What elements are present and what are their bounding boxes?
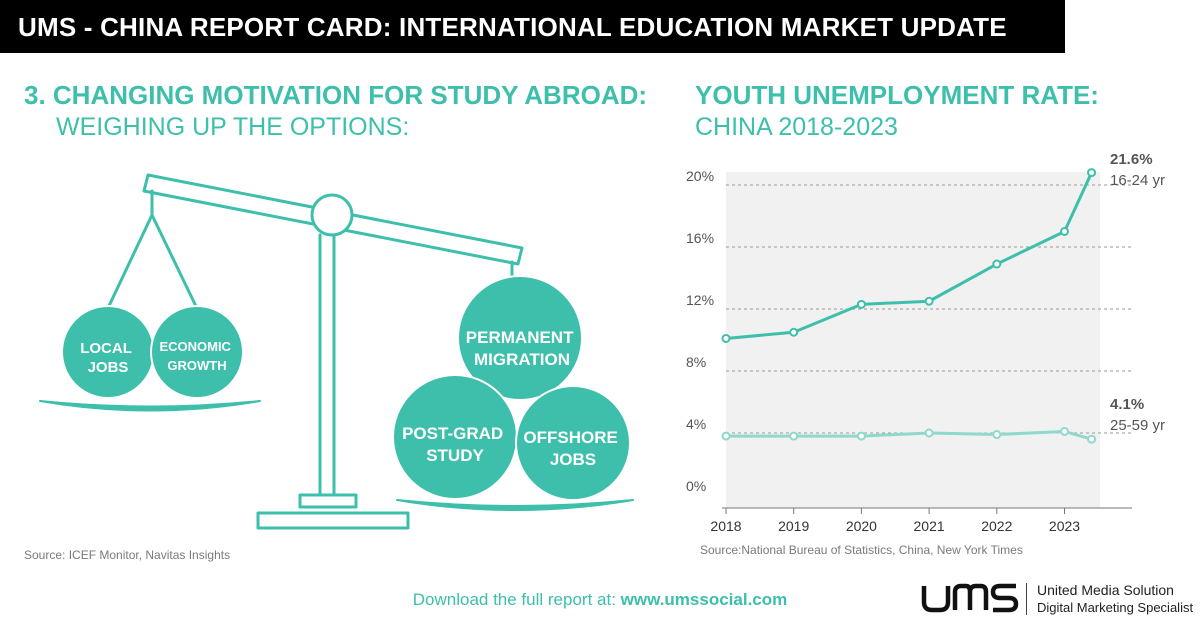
data-point [1087, 168, 1097, 178]
data-point [856, 299, 866, 309]
y-tick-label: 0% [686, 478, 706, 494]
x-tick-label: 2023 [1049, 518, 1080, 534]
weight-label-line2: MIGRATION [474, 350, 570, 369]
weight-label-line1: POST-GRAD [402, 424, 503, 443]
data-point [992, 259, 1002, 269]
x-tick-label: 2022 [981, 518, 1012, 534]
x-tick-label: 2018 [710, 518, 741, 534]
ums-logo-mark [921, 583, 1019, 613]
unemployment-line-chart: 0% 4% 8% 12% 16% 20% 2018 2019 2020 2021 2022 2023… [686, 151, 1165, 534]
series-name-label: 16-24 yr [1110, 172, 1165, 189]
data-point [1087, 434, 1097, 444]
series-end-value: 21.6% [1110, 151, 1153, 168]
svg-text:PERMANENT MIGRATION: PERMANENT MIGRATION [466, 328, 578, 369]
data-point [992, 430, 1002, 440]
right-section-subtitle: CHINA 2018-2023 [695, 113, 898, 141]
y-tick-label: 4% [686, 416, 706, 432]
data-point [789, 431, 799, 441]
data-point [721, 431, 731, 441]
ums-logo: United Media Solution Digital Marketing … [920, 580, 1194, 620]
scale-base [256, 511, 410, 530]
left-section-subtitle: WEIGHING UP THE OPTIONS: [56, 113, 410, 141]
right-section-title: YOUTH UNEMPLOYMENT RATE: [695, 80, 1099, 110]
footer-cta: Download the full report at: www.umssoci… [0, 590, 1200, 610]
page-title: UMS - CHINA REPORT CARD: INTERNATIONAL E… [18, 12, 1007, 42]
logo-divider [1026, 583, 1027, 615]
data-point [789, 327, 799, 337]
weight-label-line2: JOBS [550, 450, 596, 469]
weight-label-line2: JOBS [88, 359, 129, 376]
svg-text:POST-GRAD STUDY: POST-GRAD STUDY [402, 424, 508, 465]
x-tick-label: 2020 [846, 518, 877, 534]
series-name-label: 25-59 yr [1110, 417, 1165, 434]
left-pan [39, 400, 261, 412]
plot-background [726, 172, 1100, 508]
scale-base-top [298, 493, 358, 509]
y-tick-label: 16% [686, 230, 714, 246]
y-tick-label: 20% [686, 168, 714, 184]
right-pan-weights: PERMANENT MIGRATION POST-GRAD STUDY OFFS… [392, 275, 631, 501]
weight-label-line1: LOCAL [80, 340, 131, 357]
left-source-note: Source: ICEF Monitor, Navitas Insights [24, 548, 231, 562]
y-tick-label: 12% [686, 292, 714, 308]
balance-scale-illustration: LOCAL JOBS ECONOMIC GROWTH PERMANENT MIG… [39, 173, 634, 530]
svg-text:OFFSHORE JOBS: OFFSHORE JOBS [523, 428, 622, 469]
data-point [1060, 227, 1069, 236]
company-tagline: Digital Marketing Specialist [1037, 600, 1194, 615]
x-tick-label: 2019 [778, 518, 809, 534]
x-tick-label: 2021 [914, 518, 945, 534]
scale-pivot [310, 193, 354, 237]
weight-label-line2: GROWTH [167, 358, 226, 373]
weight-label-line1: ECONOMIC [159, 339, 231, 354]
data-point [1060, 426, 1069, 436]
svg-text:ECONOMIC GROWTH: ECONOMIC GROWTH [159, 339, 234, 373]
scale-pole [318, 233, 336, 497]
right-source-note: Source:National Bureau of Statistics, Ch… [700, 543, 1023, 557]
series-end-value: 4.1% [1110, 396, 1144, 413]
y-tick-label: 8% [686, 354, 706, 370]
right-pan [396, 499, 634, 511]
svg-text:LOCAL JOBS: LOCAL JOBS [80, 340, 136, 376]
report-link[interactable]: www.umssocial.com [620, 590, 788, 609]
data-point [856, 431, 866, 441]
data-point [721, 333, 731, 343]
left-section-title: 3. CHANGING MOTIVATION FOR STUDY ABROAD: [24, 80, 648, 110]
header-banner: UMS - CHINA REPORT CARD: INTERNATIONAL E… [0, 0, 1065, 53]
weight-label-line1: OFFSHORE [523, 428, 617, 447]
left-pan-weights: LOCAL JOBS ECONOMIC GROWTH [61, 305, 244, 399]
weight-label-line2: STUDY [426, 446, 484, 465]
data-point [924, 296, 934, 306]
footer-text: Download the full report at: [412, 590, 621, 609]
weight-label-line1: PERMANENT [466, 328, 574, 347]
data-point [924, 428, 934, 438]
company-name: United Media Solution [1037, 582, 1174, 598]
